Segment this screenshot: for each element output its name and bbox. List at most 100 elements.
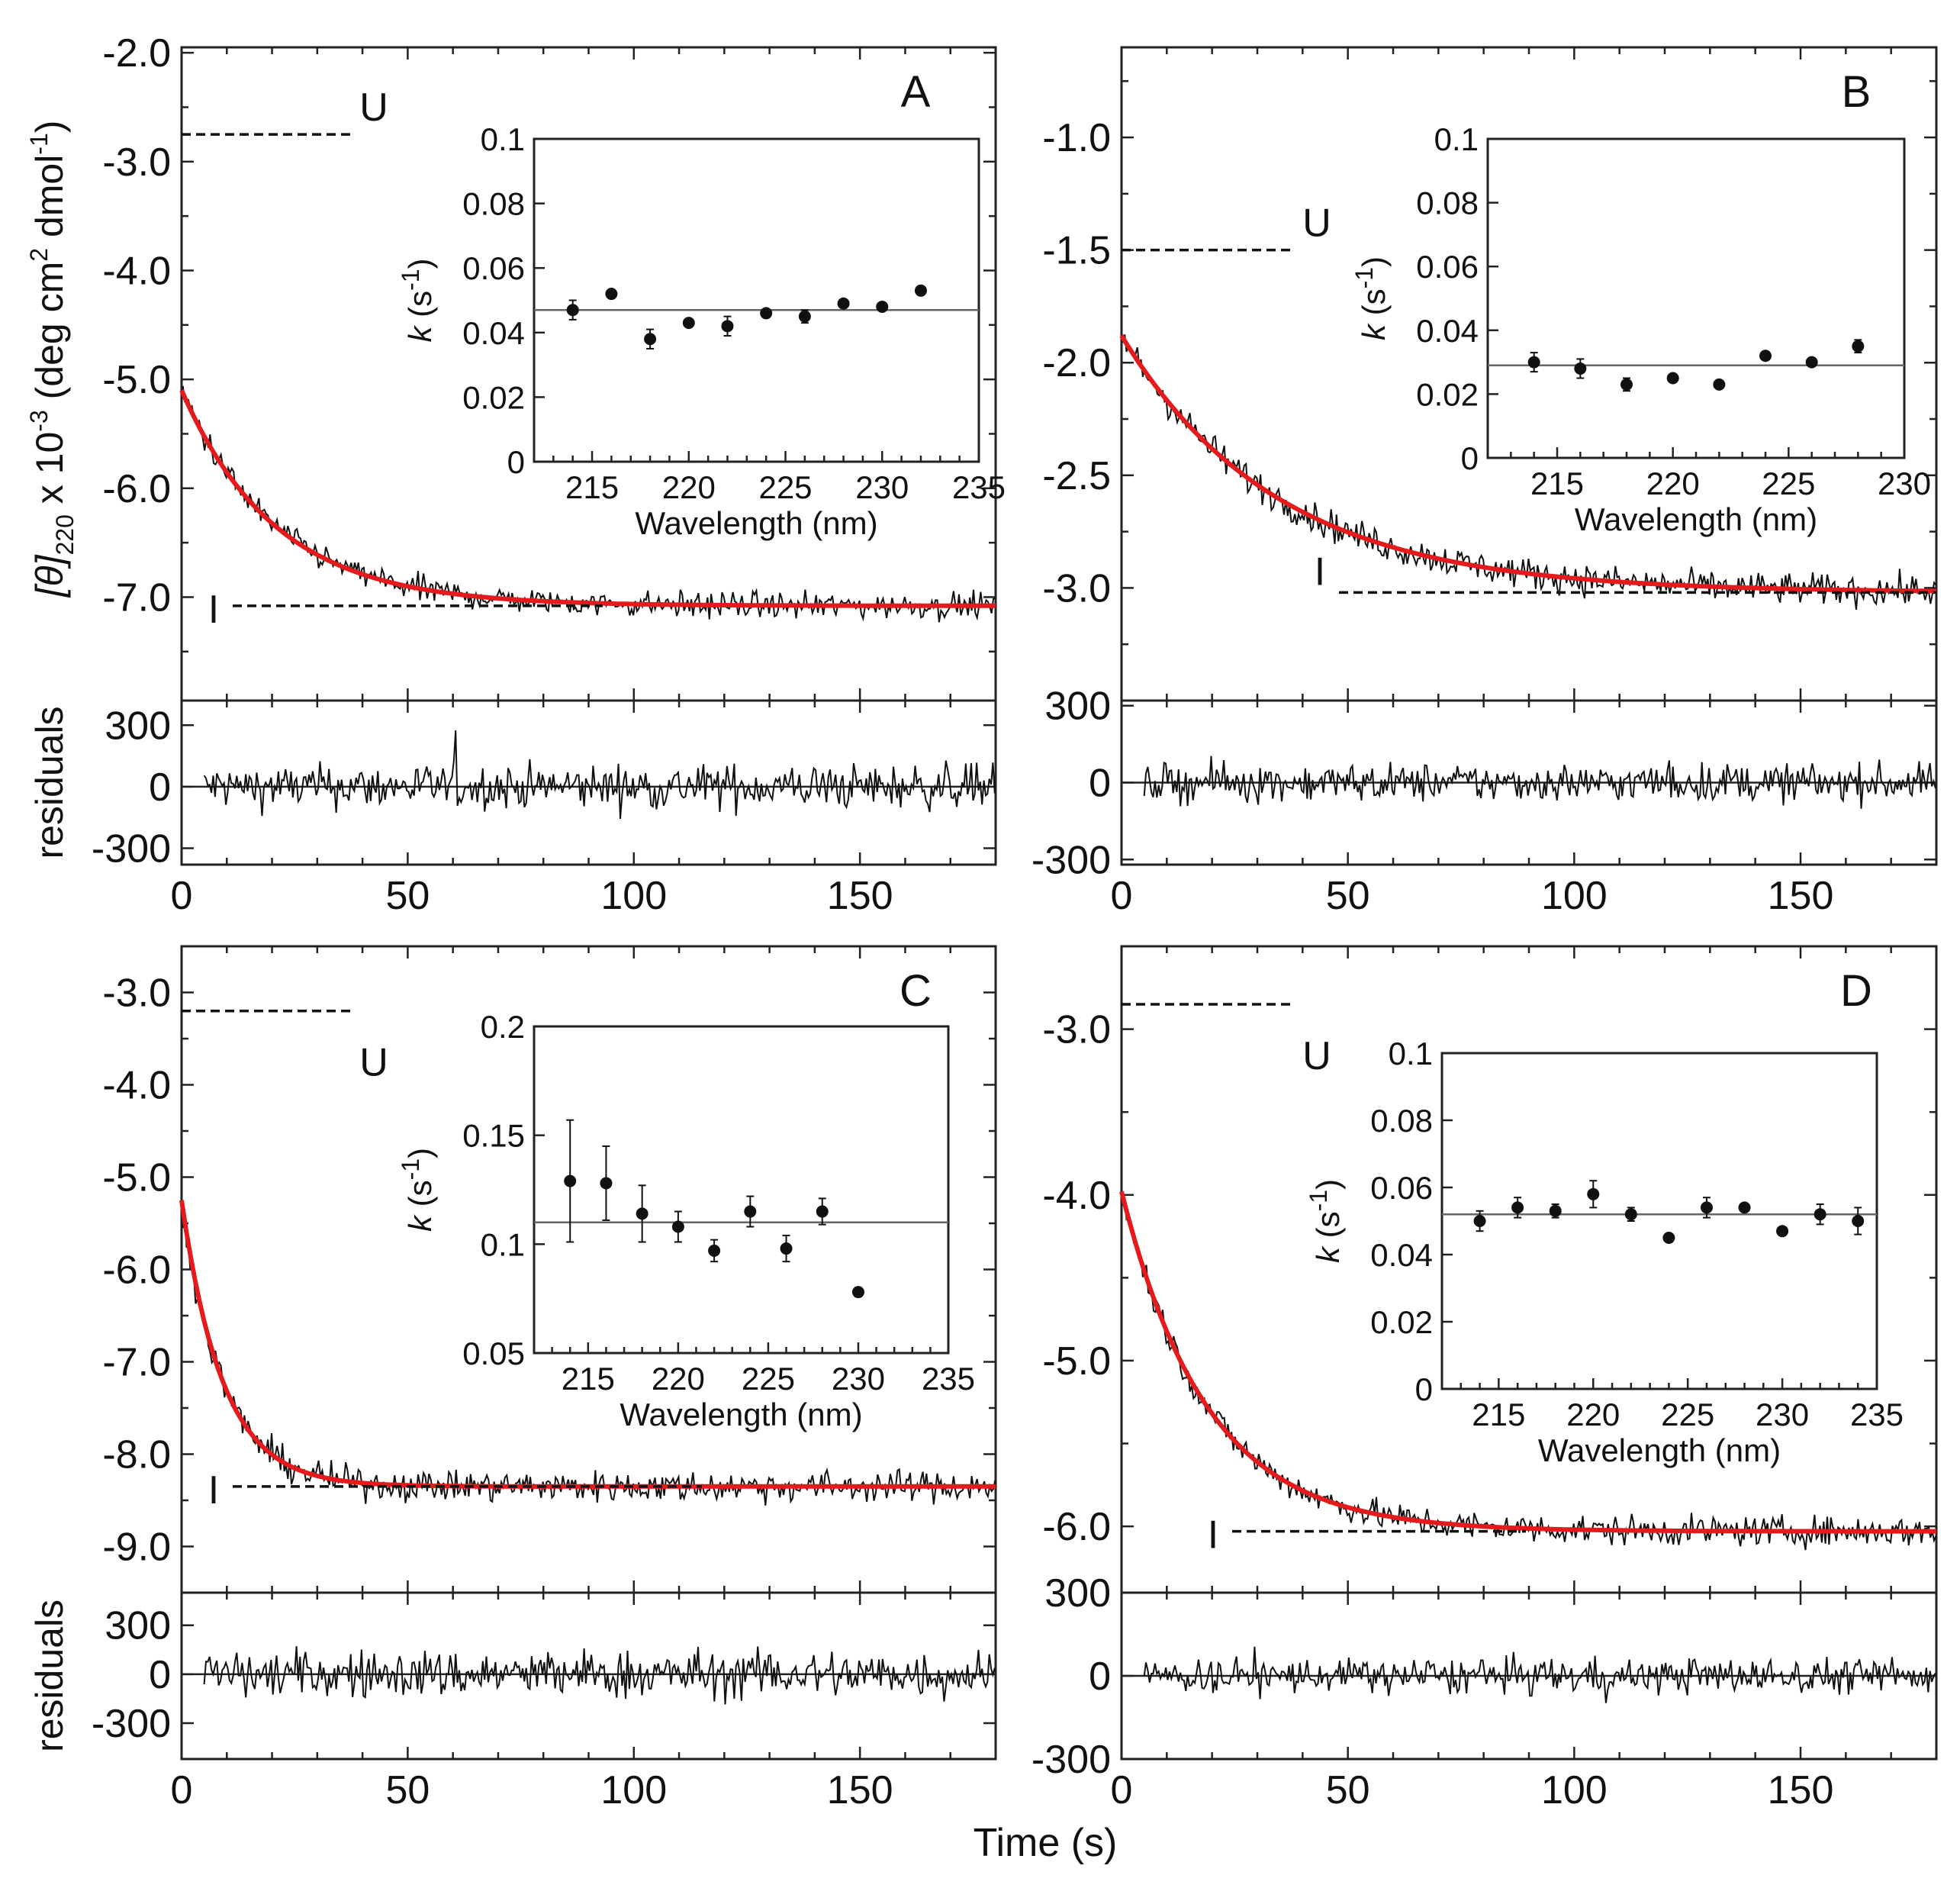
rate-data-point xyxy=(721,320,734,333)
inset-x-tick-label: 235 xyxy=(922,1361,975,1397)
inset-y-tick-label: 0 xyxy=(1415,1371,1433,1407)
residual-y-tick-label: -300 xyxy=(92,827,171,872)
y-label-theta: [θ] xyxy=(28,554,71,598)
exponential-fit-curve xyxy=(1119,334,1937,594)
cd-signal-trace xyxy=(1122,1198,1937,1551)
inset-y-tick-label: 0.1 xyxy=(481,121,525,157)
inset-x-tick-label: 215 xyxy=(1530,466,1584,501)
y-tick-label: -4.0 xyxy=(102,1064,171,1108)
y-label-factor: x 10 xyxy=(28,432,71,514)
y-tick-label: -1.0 xyxy=(1042,116,1111,160)
rate-data-point xyxy=(1852,340,1865,353)
rate-data-point xyxy=(1511,1201,1524,1214)
main-plot-frame xyxy=(1120,945,1938,1594)
inset-y-label-unit: (s xyxy=(1310,1211,1346,1247)
inset-x-tick-label: 230 xyxy=(855,469,909,505)
y-tick-label: -5.0 xyxy=(102,358,171,402)
inset-y-tick-label: 0.08 xyxy=(1416,185,1479,221)
inset-y-label-exponent: -1 xyxy=(1350,267,1378,288)
x-tick-label: 50 xyxy=(1326,874,1370,918)
exponential-fit-curve xyxy=(179,389,996,608)
inset-y-tick-label: 0.1 xyxy=(1389,1036,1433,1071)
residual-y-tick-label: 300 xyxy=(105,1604,171,1648)
rate-data-point xyxy=(1527,356,1540,369)
inset-y-label-k: k xyxy=(402,325,438,343)
inset-x-tick-label: 215 xyxy=(565,469,619,505)
rate-data-point xyxy=(816,1205,829,1218)
intermediate-level-label: I xyxy=(208,1468,219,1513)
main-plot-frame xyxy=(1120,46,1938,702)
rate-data-point xyxy=(876,300,889,313)
rate-data-point xyxy=(605,288,618,301)
y-label-unit-end-exponent: -1 xyxy=(25,133,53,154)
inset-y-label-close: ) xyxy=(402,258,438,269)
inset-y-axis-label: k (s-1) xyxy=(397,1148,438,1232)
y-label-unit: (deg cm xyxy=(28,262,71,411)
residual-y-tick-label: 0 xyxy=(149,1653,171,1697)
inset-y-tick-label: 0.05 xyxy=(462,1335,525,1371)
y-tick-label: -3.0 xyxy=(102,140,171,185)
rate-data-point xyxy=(1759,350,1772,362)
panel-letter: B xyxy=(1842,67,1871,117)
inset-k-vs-wavelength: 215 220 225 230 235 0 0.02 0.04 0.06 0.08 0.1 Wavel… xyxy=(1305,1036,1904,1468)
inset-y-label-unit: (s xyxy=(402,1180,438,1216)
y-tick-label: -7.0 xyxy=(102,575,171,620)
y-tick-label: -7.0 xyxy=(102,1341,171,1385)
x-tick-label: 50 xyxy=(385,1768,430,1812)
rate-data-point xyxy=(1814,1208,1826,1221)
inset-x-tick-label: 220 xyxy=(1566,1397,1620,1432)
inset-y-tick-label: 0.06 xyxy=(1370,1170,1433,1206)
rate-data-point xyxy=(671,1220,684,1233)
rate-data-point xyxy=(564,1174,577,1187)
residuals-axis-label: residuals xyxy=(28,1600,71,1752)
x-tick-label: 100 xyxy=(1541,1768,1608,1812)
inset-y-tick-label: 0.02 xyxy=(1416,376,1479,412)
inset-y-label-k: k xyxy=(1356,323,1392,340)
inset-x-tick-label: 230 xyxy=(1878,466,1931,501)
rate-data-point xyxy=(1666,372,1679,385)
y-tick-label: -5.0 xyxy=(1042,1339,1111,1384)
inset-x-tick-label: 235 xyxy=(952,469,1006,505)
inset-y-label-k: k xyxy=(402,1214,438,1232)
inset-k-vs-wavelength: 215 220 225 230 235 0 0.02 0.04 0.06 0.08 0.1 Wavel… xyxy=(397,121,1006,541)
rate-data-point xyxy=(708,1244,721,1257)
residual-y-tick-label: 300 xyxy=(1044,685,1111,729)
y-tick-label: -4.0 xyxy=(102,249,171,293)
inset-y-label-unit: (s xyxy=(1356,288,1392,324)
unfolded-level-label: U xyxy=(1302,201,1331,246)
panel-b: 0 50 100 150-1.0-1.5-2.0-2.5-3.03000-300UIB… xyxy=(1031,46,1938,918)
y-label-unit-end: dmol xyxy=(28,155,71,248)
inset-y-tick-label: 0.04 xyxy=(1416,313,1479,349)
residual-y-tick-label: 0 xyxy=(149,765,171,810)
exponential-fit-curve xyxy=(1119,1190,1936,1534)
y-label-exponent: -3 xyxy=(25,410,53,431)
y-tick-label: -3.0 xyxy=(102,971,171,1016)
inset-x-axis-label: Wavelength (nm) xyxy=(1575,501,1817,537)
rate-data-point xyxy=(851,1286,864,1299)
x-tick-label: 50 xyxy=(385,874,430,918)
inset-y-tick-label: 0.02 xyxy=(462,379,525,415)
y-tick-label: -4.0 xyxy=(1042,1174,1111,1218)
shared-x-axis-label: Time (s) xyxy=(974,1821,1118,1865)
inset-y-label-unit: (s xyxy=(402,291,438,327)
x-tick-label: 150 xyxy=(1768,1768,1834,1812)
inset-x-tick-label: 230 xyxy=(832,1361,885,1397)
inset-frame xyxy=(1440,1052,1878,1390)
y-label-subscript: 220 xyxy=(51,514,79,555)
inset-y-label-close: ) xyxy=(402,1148,438,1158)
residual-trace xyxy=(1143,756,1936,809)
inset-x-tick-label: 215 xyxy=(562,1361,615,1397)
y-tick-label: -5.0 xyxy=(102,1156,171,1200)
residual-y-tick-label: 0 xyxy=(1089,762,1111,806)
inset-y-axis-label: k (s-1) xyxy=(1305,1179,1346,1263)
inset-x-tick-label: 215 xyxy=(1472,1397,1525,1432)
inset-y-label-close: ) xyxy=(1310,1179,1346,1190)
residual-y-tick-label: 300 xyxy=(1044,1571,1111,1616)
inset-y-tick-label: 0.08 xyxy=(1370,1103,1433,1139)
panel-letter: A xyxy=(901,67,931,117)
residual-trace xyxy=(203,730,996,820)
inset-x-axis-label: Wavelength (nm) xyxy=(635,505,877,541)
inset-y-tick-label: 0.2 xyxy=(481,1009,525,1045)
